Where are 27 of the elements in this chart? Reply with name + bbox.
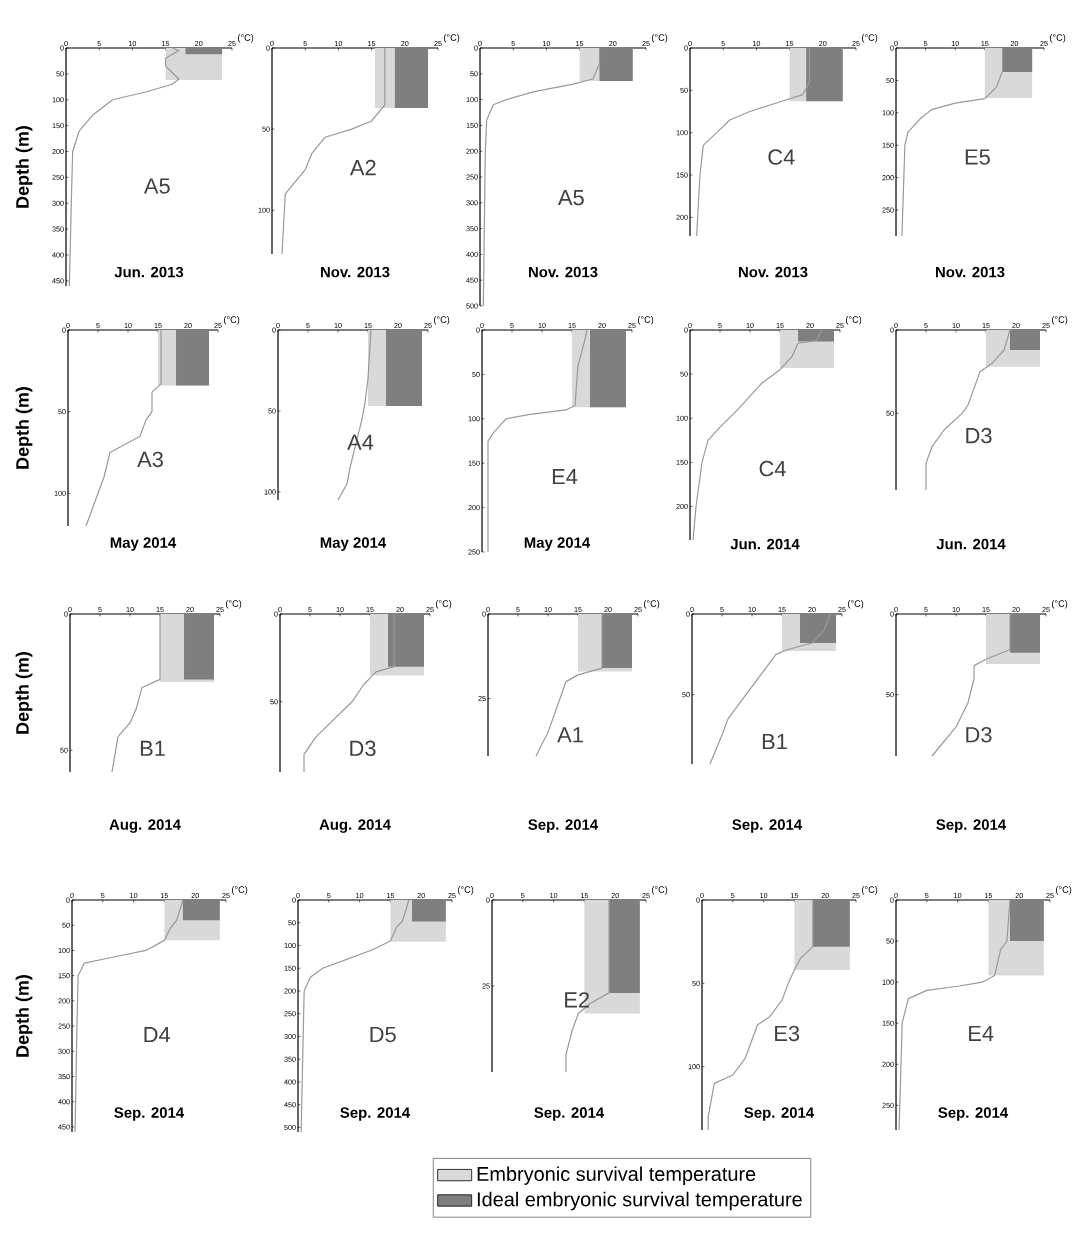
annotation: E5 bbox=[965, 149, 990, 165]
annotation: A5 bbox=[557, 190, 584, 206]
annotation: A1 bbox=[557, 727, 583, 743]
y-axis-title: Depth (m) bbox=[15, 652, 33, 734]
annotation: D4 bbox=[144, 1027, 171, 1043]
annotation: E2 bbox=[565, 992, 590, 1008]
legend-label: Embryonic survival temperature bbox=[477, 1166, 756, 1185]
annotation: A3 bbox=[137, 451, 163, 468]
annotation: D3 bbox=[966, 427, 992, 444]
annotation: A5 bbox=[143, 178, 170, 194]
y-axis-title: Depth (m) bbox=[15, 387, 33, 469]
annotation: A4 bbox=[347, 434, 374, 450]
annotation: E3 bbox=[775, 1025, 800, 1042]
annotation: C4 bbox=[768, 149, 795, 165]
annotation: D3 bbox=[350, 740, 376, 757]
annotation: E4 bbox=[969, 1025, 994, 1041]
annotation: B1 bbox=[762, 733, 787, 750]
annotation: B1 bbox=[140, 740, 165, 756]
legend-label: Ideal embryonic survival temperature bbox=[477, 1191, 802, 1211]
annotation: E4 bbox=[552, 469, 578, 485]
y-axis-title: Depth (m) bbox=[15, 975, 33, 1057]
annotation: A2 bbox=[349, 159, 376, 176]
y-axis-title: Depth (m) bbox=[15, 126, 33, 208]
annotation: D5 bbox=[370, 1026, 396, 1043]
annotation: C4 bbox=[759, 460, 786, 477]
annotation: D3 bbox=[966, 726, 992, 743]
line-series bbox=[565, 899, 610, 1073]
